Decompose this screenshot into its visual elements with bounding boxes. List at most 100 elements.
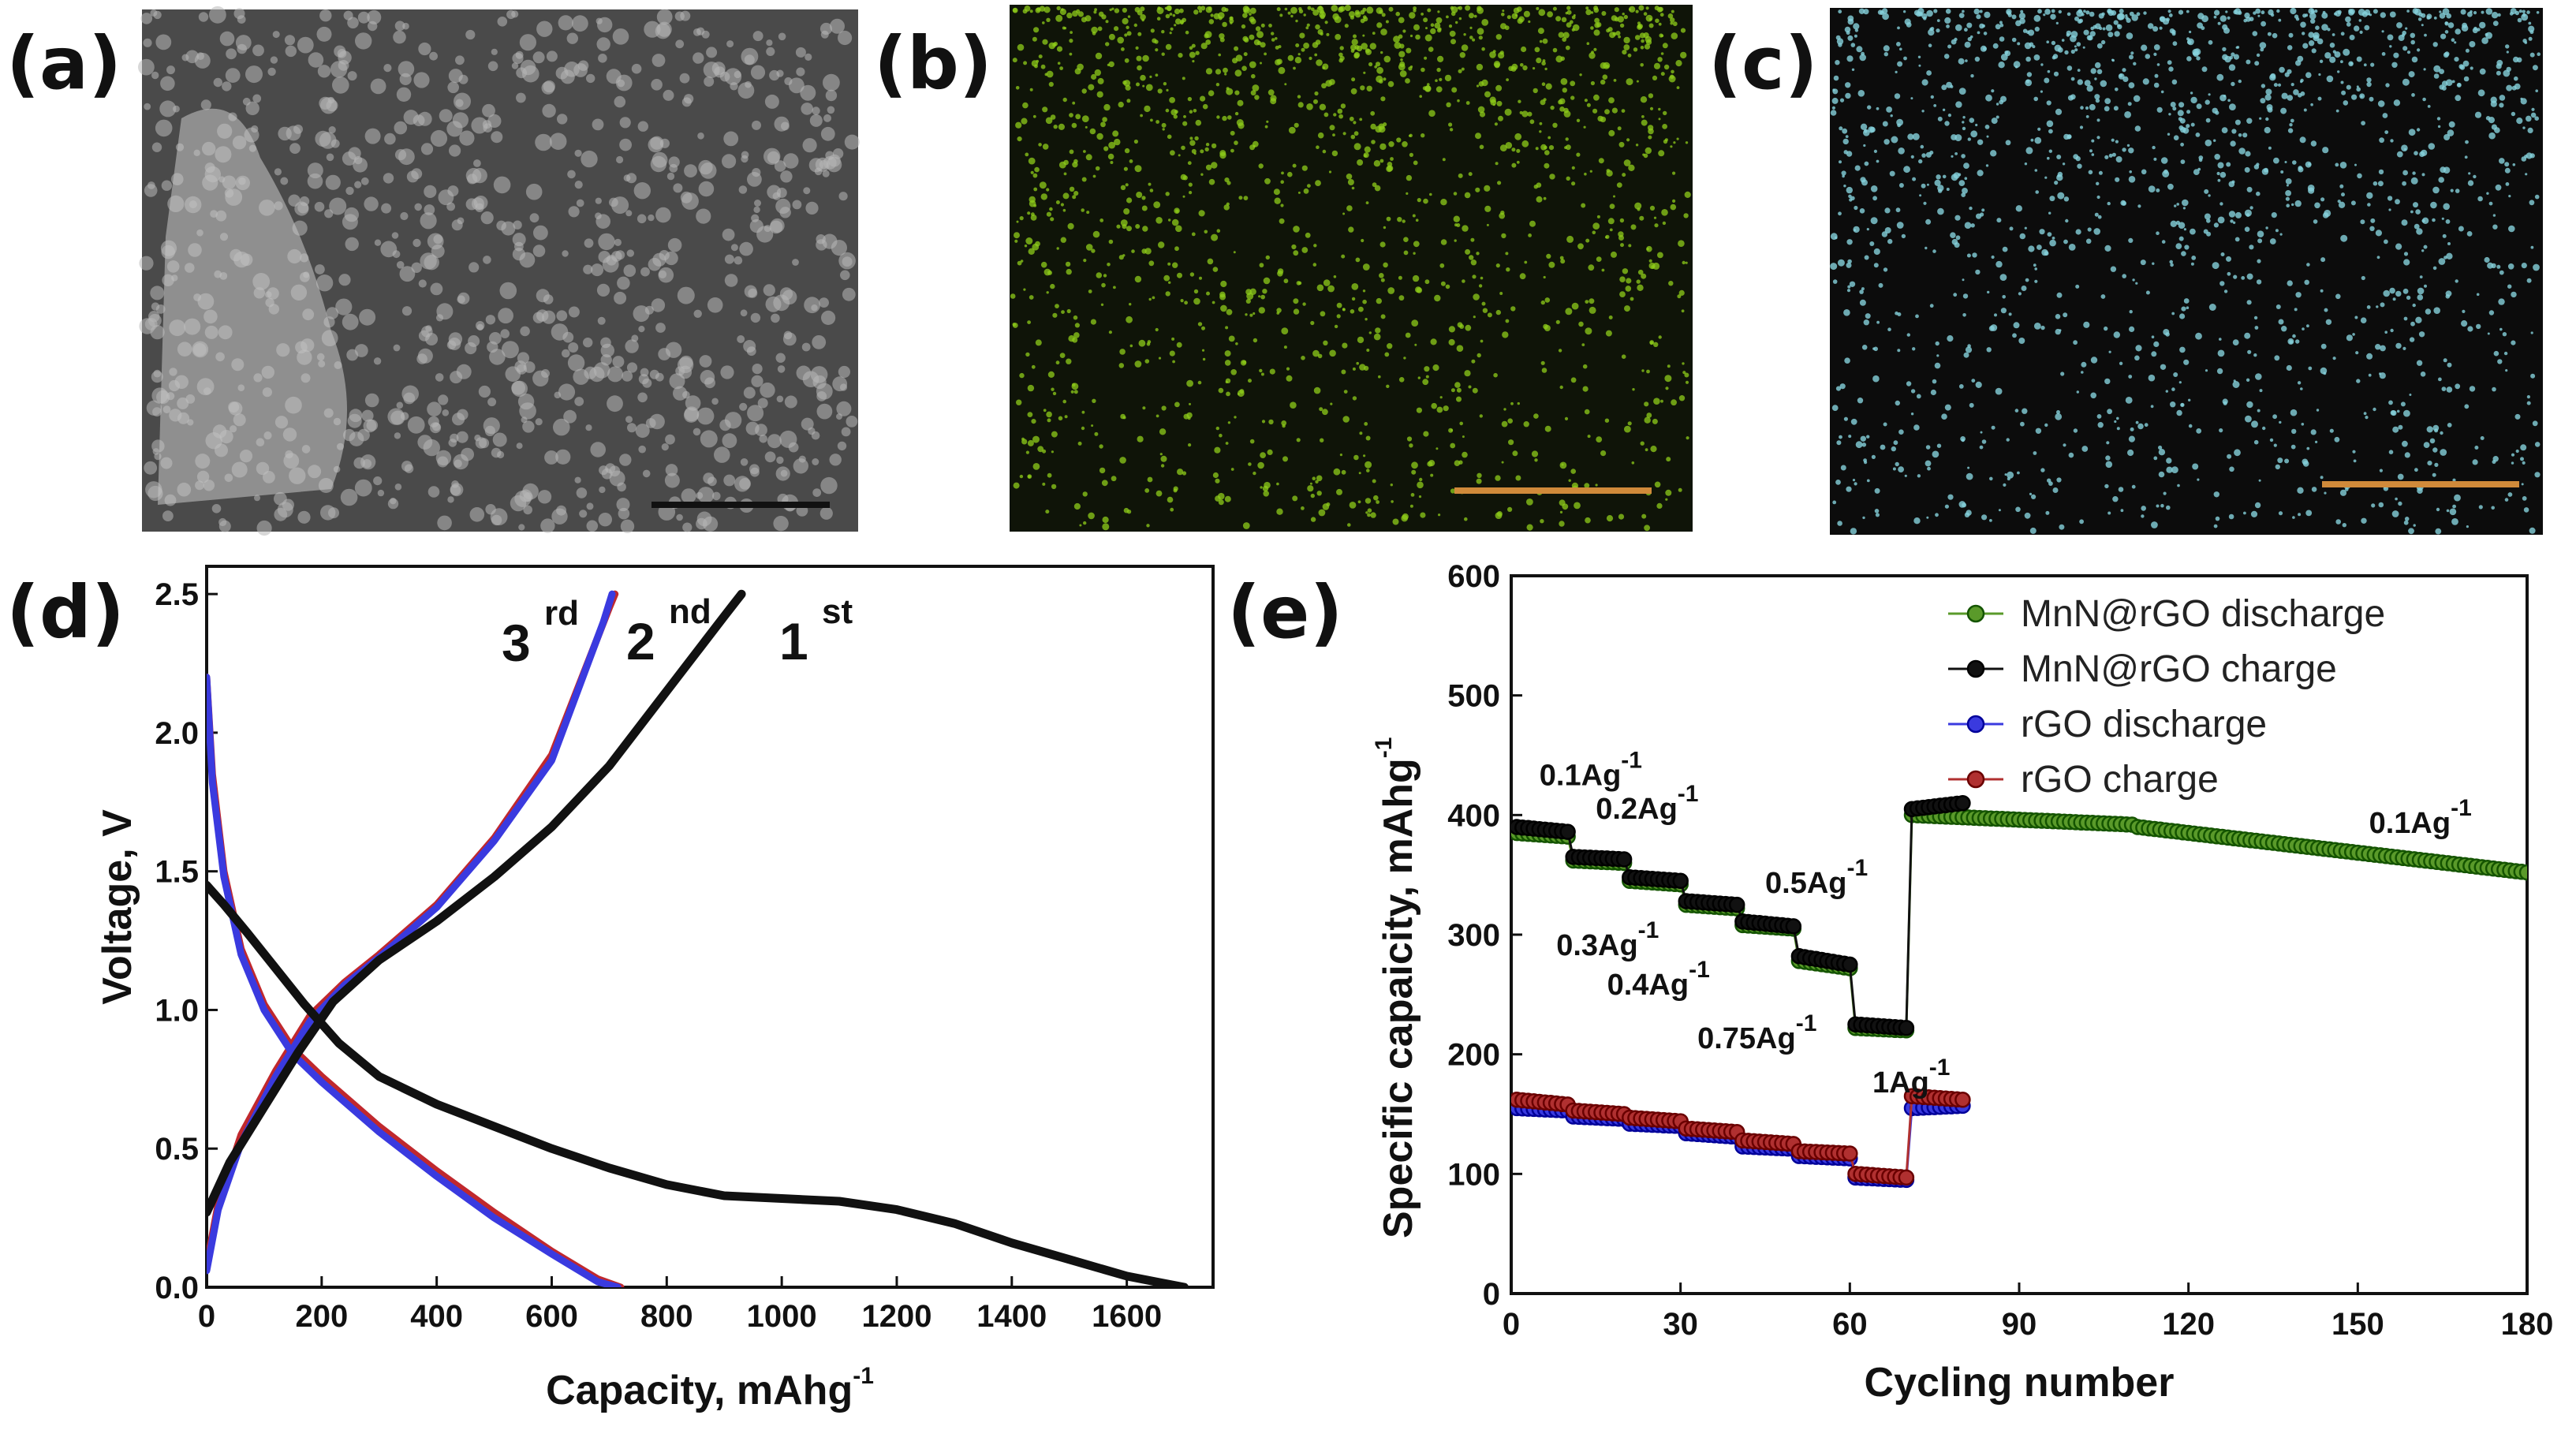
texture-dot (655, 372, 664, 382)
texture-dot (1155, 327, 1159, 332)
texture-dot (1645, 147, 1652, 155)
texture-dot (2356, 87, 2361, 92)
texture-dot (1546, 253, 1551, 259)
texture-dot (1108, 33, 1115, 40)
texture-dot (338, 50, 352, 65)
texture-dot (1970, 74, 1974, 78)
texture-dot (1936, 19, 1940, 22)
texture-dot (473, 196, 488, 210)
texture-dot (1843, 416, 1848, 421)
texture-dot (1845, 92, 1851, 99)
texture-dot (1099, 444, 1103, 449)
texture-dot (2354, 315, 2358, 319)
texture-dot (819, 506, 833, 520)
texture-dot (2412, 171, 2416, 175)
texture-dot (1585, 9, 1592, 16)
texture-dot (1543, 196, 1547, 200)
texture-dot (518, 524, 525, 531)
texture-dot (2127, 102, 2132, 106)
texture-dot (2390, 139, 2394, 143)
texture-dot (2130, 427, 2134, 431)
texture-dot (1366, 6, 1374, 14)
texture-dot (1486, 223, 1489, 226)
texture-dot (2406, 50, 2411, 54)
texture-dot (1431, 402, 1437, 409)
texture-dot (2447, 22, 2455, 28)
texture-dot (1064, 415, 1068, 419)
texture-dot (616, 498, 630, 512)
texture-dot (625, 416, 633, 424)
texture-dot (1179, 8, 1184, 13)
texture-dot (1328, 170, 1332, 174)
texture-dot (1657, 57, 1663, 62)
texture-dot (1660, 52, 1664, 55)
texture-dot (2160, 503, 2164, 508)
texture-dot (2140, 259, 2146, 266)
texture-dot (1658, 118, 1661, 121)
texture-dot (1222, 21, 1227, 28)
texture-dot (812, 335, 827, 349)
texture-dot (1670, 17, 1675, 23)
texture-dot (2530, 112, 2537, 118)
texture-dot (1897, 312, 1902, 316)
texture-dot (1994, 313, 1997, 317)
texture-dot (2331, 33, 2335, 36)
texture-dot (1077, 441, 1082, 446)
texture-dot (1660, 34, 1664, 38)
texture-dot (245, 65, 263, 84)
texture-dot (1126, 315, 1133, 323)
texture-dot (2058, 9, 2062, 14)
texture-dot (2444, 30, 2449, 34)
texture-dot (1897, 349, 1901, 353)
texture-dot (2158, 449, 2166, 456)
texture-dot (2288, 32, 2294, 38)
texture-dot (1318, 509, 1326, 517)
texture-dot (1169, 13, 1173, 16)
texture-dot (2114, 420, 2117, 424)
texture-dot (619, 138, 632, 151)
texture-dot (2521, 156, 2527, 162)
texture-dot (838, 192, 848, 201)
texture-dot (2176, 409, 2182, 416)
texture-dot (1166, 88, 1169, 91)
texture-dot (2464, 155, 2468, 159)
texture-dot (1966, 22, 1973, 28)
texture-dot (2115, 88, 2119, 91)
texture-dot (1563, 110, 1571, 118)
texture-dot (1663, 64, 1670, 70)
texture-dot (2432, 266, 2437, 271)
texture-dot (2387, 34, 2394, 41)
texture-dot (166, 65, 175, 75)
texture-dot (1242, 360, 1247, 364)
texture-dot (2466, 525, 2469, 528)
texture-dot (714, 446, 730, 463)
texture-dot (1977, 139, 1984, 145)
texture-dot (1301, 165, 1308, 171)
texture-dot (1124, 58, 1129, 63)
texture-dot (2222, 47, 2227, 52)
texture-dot (2204, 213, 2211, 220)
texture-dot (2373, 181, 2378, 186)
texture-dot (2024, 512, 2031, 519)
texture-dot (1565, 308, 1573, 315)
data-point (1954, 794, 1971, 812)
texture-dot (1889, 170, 1895, 177)
texture-dot (2472, 459, 2478, 465)
texture-dot (1088, 512, 1095, 520)
texture-dot (222, 81, 232, 91)
texture-dot (2007, 477, 2010, 481)
texture-dot (1667, 13, 1674, 19)
texture-dot (2232, 381, 2240, 388)
texture-dot (1386, 216, 1391, 222)
texture-dot (342, 313, 359, 330)
texture-dot (2308, 32, 2314, 38)
texture-dot (2334, 12, 2337, 16)
texture-dot (1023, 288, 1026, 291)
texture-dot (734, 256, 743, 265)
texture-dot (2066, 30, 2072, 36)
texture-dot (2287, 128, 2294, 133)
texture-dot (1351, 77, 1356, 82)
texture-dot (2089, 149, 2093, 153)
texture-dot (1380, 278, 1385, 282)
texture-dot (697, 133, 704, 140)
